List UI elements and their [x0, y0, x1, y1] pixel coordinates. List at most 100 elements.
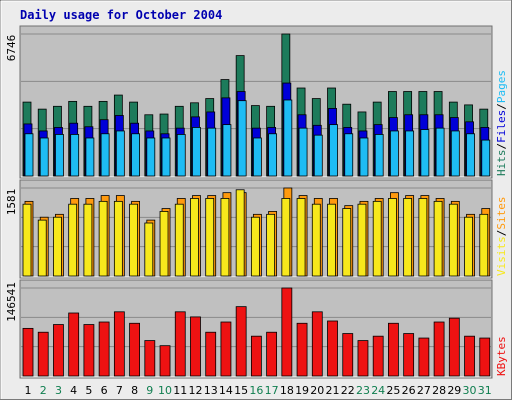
- pages-bar-day-9: [146, 137, 156, 177]
- day-label-12: 12: [188, 384, 202, 397]
- kbytes-bar-day-5: [83, 324, 95, 377]
- legend-visits: Visits: [495, 236, 508, 276]
- visits-bar-day-17: [266, 213, 276, 277]
- chart-title: Daily usage for October 2004: [20, 8, 222, 22]
- day-label-22: 22: [341, 384, 355, 397]
- visits-bar-day-24: [372, 200, 382, 277]
- visits-bar-day-7: [113, 200, 123, 277]
- panel-3: 146541 KBytes: [5, 279, 508, 379]
- pages-bar-day-23: [359, 137, 369, 177]
- pages-bar-day-10: [161, 137, 171, 177]
- visits-bar-day-15: [235, 189, 245, 277]
- kbytes-bar-day-28: [433, 321, 445, 377]
- chart-panels: 6746Hits/Files/Pages1581Visits/Sites1465…: [5, 25, 508, 379]
- panel-2: 1581 Visits/Sites: [5, 179, 508, 279]
- kbytes-bar-day-12: [190, 316, 201, 377]
- pages-bar-day-30: [466, 133, 475, 177]
- kbytes-bar-day-13: [205, 331, 217, 377]
- day-label-10: 10: [158, 384, 172, 397]
- kbytes-bar-day-18: [281, 287, 293, 377]
- pages-bar-day-5: [85, 137, 95, 177]
- visits-bar-day-14: [220, 198, 230, 277]
- panel-1: 6746 Hits/Files/Pages: [5, 25, 508, 179]
- legend-pages: Pages: [495, 70, 508, 103]
- legend-separator: /: [495, 143, 508, 150]
- day-label-2: 2: [40, 384, 47, 397]
- visits-bar-day-20: [311, 203, 321, 277]
- pages-bar-day-19: [298, 127, 308, 177]
- series-visits: [22, 189, 489, 277]
- day-label-27: 27: [417, 384, 431, 397]
- day-label-5: 5: [85, 384, 92, 397]
- day-label-21: 21: [326, 384, 340, 397]
- kbytes-bar-day-9: [144, 340, 156, 377]
- visits-bar-day-16: [250, 216, 260, 277]
- kbytes-bar-day-15: [235, 306, 247, 377]
- visits-bar-day-12: [190, 198, 199, 277]
- visits-bar-day-1: [22, 203, 32, 277]
- y-axis-max-label: 146541: [5, 282, 18, 322]
- kbytes-bar-day-23: [357, 340, 369, 377]
- visits-bar-day-30: [464, 216, 473, 277]
- kbytes-bar-day-4: [68, 312, 80, 377]
- kbytes-bar-day-7: [113, 311, 125, 377]
- day-label-9: 9: [146, 384, 153, 397]
- series-legend: KBytes: [495, 336, 508, 376]
- visits-bar-day-9: [144, 222, 154, 277]
- kbytes-bar-day-14: [220, 321, 232, 377]
- pages-bar-day-13: [207, 127, 217, 177]
- visits-bar-day-19: [296, 198, 306, 277]
- day-label-15: 15: [234, 384, 248, 397]
- visits-bar-day-27: [418, 198, 428, 277]
- day-label-24: 24: [371, 384, 385, 397]
- day-labels: 1 2 3 4 5 6 7 8 9 10 11 12 13 14 15 16 17 18 19 20 21 22 23 24 2…: [25, 384, 492, 397]
- kbytes-bar-day-25: [388, 322, 399, 377]
- visits-bar-day-22: [342, 208, 352, 277]
- day-label-18: 18: [280, 384, 294, 397]
- y-axis-max-label: 6746: [5, 35, 18, 62]
- visits-bar-day-2: [37, 219, 47, 277]
- pages-bar-day-15: [237, 100, 247, 177]
- kbytes-bar-day-17: [266, 331, 278, 377]
- day-label-1: 1: [25, 384, 32, 397]
- legend-separator: /: [495, 103, 508, 110]
- day-label-23: 23: [356, 384, 370, 397]
- day-label-6: 6: [101, 384, 108, 397]
- pages-bar-day-26: [405, 130, 415, 177]
- legend-files: Files: [495, 110, 508, 143]
- series-legend: Hits/Files/Pages: [495, 70, 508, 176]
- visits-bar-day-6: [98, 200, 108, 277]
- kbytes-bar-day-11: [174, 311, 186, 377]
- series-pages: [24, 99, 491, 177]
- kbytes-bar-day-10: [159, 345, 171, 377]
- visits-bar-day-29: [448, 203, 458, 277]
- day-label-17: 17: [265, 384, 279, 397]
- pages-bar-day-17: [268, 133, 278, 177]
- pages-bar-day-21: [329, 124, 338, 177]
- kbytes-bar-day-29: [448, 317, 460, 377]
- day-label-20: 20: [310, 384, 324, 397]
- kbytes-bar-day-1: [22, 327, 34, 377]
- pages-bar-day-31: [481, 139, 491, 177]
- pages-bar-day-8: [131, 133, 140, 177]
- day-label-11: 11: [173, 384, 187, 397]
- y-axis-max-label: 1581: [5, 189, 18, 216]
- visits-bar-day-21: [327, 203, 336, 277]
- day-label-28: 28: [432, 384, 446, 397]
- visits-bar-day-4: [68, 203, 78, 277]
- pages-bar-day-25: [390, 130, 399, 177]
- pages-bar-day-20: [313, 134, 323, 177]
- kbytes-bar-day-6: [98, 321, 110, 377]
- pages-bar-day-14: [222, 124, 232, 177]
- pages-bar-day-4: [70, 134, 80, 177]
- kbytes-bar-day-3: [53, 324, 64, 377]
- day-label-30: 30: [463, 384, 477, 397]
- kbytes-bar-day-20: [311, 311, 323, 377]
- day-label-8: 8: [131, 384, 138, 397]
- visits-bar-day-10: [159, 211, 169, 277]
- visits-bar-day-18: [281, 198, 291, 277]
- kbytes-bar-day-22: [342, 333, 354, 377]
- pages-bar-day-28: [435, 127, 445, 177]
- day-label-19: 19: [295, 384, 309, 397]
